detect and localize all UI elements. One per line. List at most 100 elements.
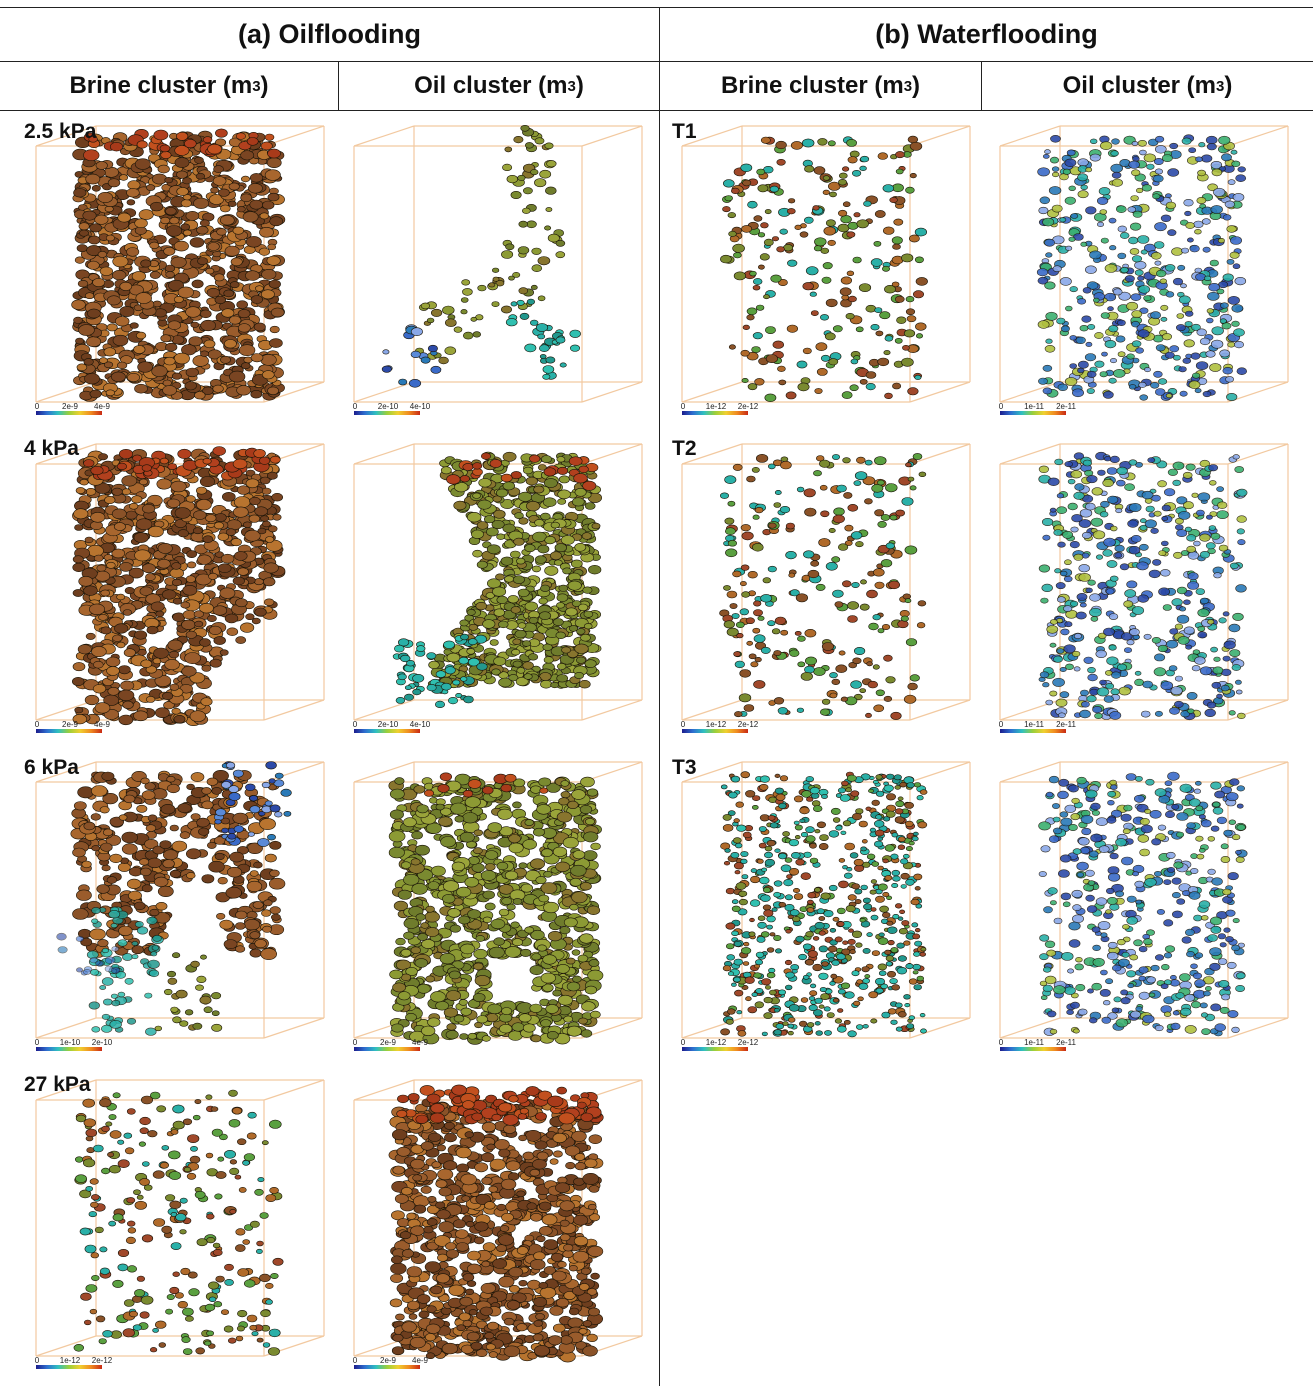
panel-oil-27kpa-brine: 0 1e-12 2e-12 <box>28 1072 328 1377</box>
colorbar-tick-label: 2e-10 <box>377 402 399 411</box>
colorbar-tick-label: 2e-9 <box>61 402 79 411</box>
colorbar: 0 1e-11 2e-11 <box>998 720 1076 733</box>
cluster-volume-render <box>353 761 643 1045</box>
divider-vertical-main <box>659 7 660 1386</box>
panel-oil-4kpa-oil: 0 2e-10 4e-10 <box>346 436 646 741</box>
colorbar-gradient <box>682 1047 748 1051</box>
colorbar-tick-label: 0 <box>34 1356 40 1365</box>
colorbar-tick-label: 2e-11 <box>1056 1038 1076 1047</box>
colorbar-tick-label: 1e-12 <box>705 402 727 411</box>
colorbar-tick-label: 2e-10 <box>377 720 399 729</box>
colorbar-gradient <box>354 411 420 415</box>
colorbar-tick-label: 0 <box>680 720 686 729</box>
colorbar-tick-label: 1e-10 <box>59 1038 81 1047</box>
colorbar-gradient <box>36 1047 102 1051</box>
colorbar-tick-label: 0 <box>998 1038 1004 1047</box>
row-label-t3: T3 <box>672 756 697 779</box>
colorbar: 0 2e-10 4e-10 <box>352 402 430 415</box>
cluster-volume-render <box>681 125 971 403</box>
panel-water-t3-brine: 0 1e-12 2e-12 <box>674 754 974 1059</box>
colorbar-gradient <box>36 1365 102 1369</box>
colorbar-tick-label: 4e-10 <box>409 720 431 729</box>
colorbar-gradient <box>354 1047 420 1051</box>
colorbar-tick-label: 0 <box>352 1356 358 1365</box>
colorbar-tick-label: 0 <box>680 402 686 411</box>
colorbar: 0 1e-12 2e-12 <box>680 1038 758 1051</box>
row-label-t2: T2 <box>672 437 697 460</box>
colorbar-gradient <box>682 729 748 733</box>
panel-oil-6kpa-brine: 0 1e-10 2e-10 <box>28 754 328 1059</box>
colorbar-tick-label: 4e-9 <box>93 402 111 411</box>
cluster-volume-render <box>35 1079 325 1357</box>
colorbar-tick-label: 2e-12 <box>737 402 759 411</box>
colorbar-gradient <box>354 1365 420 1369</box>
col-header-water-oil: Oil cluster (m 3) <box>1062 72 1233 99</box>
divider-header <box>0 61 1313 62</box>
panel-oil-6kpa-oil: 0 2e-9 4e-9 <box>346 754 646 1059</box>
colorbar-tick-label: 0 <box>352 720 358 729</box>
panel-oil-2-5kpa-oil: 0 2e-10 4e-10 <box>346 118 646 423</box>
cluster-volume-render <box>999 443 1289 721</box>
colorbar-tick-label: 4e-9 <box>411 1038 429 1047</box>
divider-subheader <box>0 110 1313 111</box>
colorbar-gradient <box>36 729 102 733</box>
colorbar-tick-label: 1e-11 <box>1024 402 1044 411</box>
colorbar-tick-label: 1e-12 <box>705 1038 727 1047</box>
colorbar-tick-label: 2e-12 <box>91 1356 113 1365</box>
colorbar-tick-label: 2e-9 <box>379 1038 397 1047</box>
colorbar-tick-label: 2e-9 <box>61 720 79 729</box>
colorbar: 0 1e-11 2e-11 <box>998 402 1076 415</box>
divider-vertical-b <box>981 61 982 110</box>
colorbar: 0 1e-12 2e-12 <box>680 720 758 733</box>
cluster-volume-render <box>999 761 1289 1039</box>
panel-oil-2-5kpa-brine: 0 2e-9 4e-9 <box>28 118 328 423</box>
colorbar-tick-label: 2e-11 <box>1056 720 1076 729</box>
divider-vertical-a <box>338 61 339 110</box>
colorbar-tick-label: 4e-9 <box>411 1356 429 1365</box>
cluster-volume-render <box>35 125 325 403</box>
colorbar: 0 2e-9 4e-9 <box>352 1038 428 1051</box>
colorbar-tick-label: 1e-12 <box>705 720 727 729</box>
header-waterflooding: (b) Waterflooding <box>875 19 1098 49</box>
colorbar: 0 1e-12 2e-12 <box>680 402 758 415</box>
cluster-volume-render <box>353 443 643 721</box>
panel-water-t1-oil: 0 1e-11 2e-11 <box>992 118 1292 423</box>
row-label-t1: T1 <box>672 120 697 143</box>
colorbar-gradient <box>682 411 748 415</box>
col-header-oil-oil: Oil cluster (m 3) <box>414 72 584 99</box>
panel-water-t1-brine: 0 1e-12 2e-12 <box>674 118 974 423</box>
panel-water-t2-brine: 0 1e-12 2e-12 <box>674 436 974 741</box>
row-label-6kpa: 6 kPa <box>24 756 79 779</box>
cluster-volume-render <box>681 761 971 1039</box>
colorbar: 0 1e-10 2e-10 <box>34 1038 112 1051</box>
cluster-volume-render <box>35 761 325 1039</box>
colorbar-tick-label: 1e-12 <box>59 1356 81 1365</box>
colorbar-tick-label: 2e-12 <box>737 1038 759 1047</box>
cluster-volume-render <box>353 125 643 403</box>
header-oilflooding: (a) Oilflooding <box>238 19 421 49</box>
colorbar-gradient <box>1000 1047 1066 1051</box>
colorbar: 0 1e-11 2e-11 <box>998 1038 1076 1051</box>
colorbar-tick-label: 2e-11 <box>1056 402 1076 411</box>
colorbar-tick-label: 0 <box>34 720 40 729</box>
cluster-volume-render <box>999 125 1289 403</box>
colorbar: 0 2e-9 4e-9 <box>34 720 110 733</box>
colorbar-gradient <box>1000 729 1066 733</box>
panel-water-t3-oil: 0 1e-11 2e-11 <box>992 754 1292 1059</box>
colorbar-tick-label: 0 <box>680 1038 686 1047</box>
colorbar-tick-label: 4e-9 <box>93 720 111 729</box>
colorbar-tick-label: 4e-10 <box>409 402 431 411</box>
col-header-water-brine: Brine cluster (m 3) <box>720 72 921 99</box>
colorbar-gradient <box>36 411 102 415</box>
cluster-volume-render <box>681 443 971 721</box>
colorbar-tick-label: 1e-11 <box>1024 1038 1044 1047</box>
colorbar-gradient <box>354 729 420 733</box>
colorbar: 0 2e-10 4e-10 <box>352 720 430 733</box>
colorbar: 0 2e-9 4e-9 <box>352 1356 428 1369</box>
colorbar: 0 2e-9 4e-9 <box>34 402 110 415</box>
col-header-oil-brine: Brine cluster (m 3) <box>69 72 269 99</box>
colorbar-tick-label: 0 <box>352 1038 358 1047</box>
colorbar-tick-label: 1e-11 <box>1024 720 1044 729</box>
panel-oil-4kpa-brine: 0 2e-9 4e-9 <box>28 436 328 741</box>
